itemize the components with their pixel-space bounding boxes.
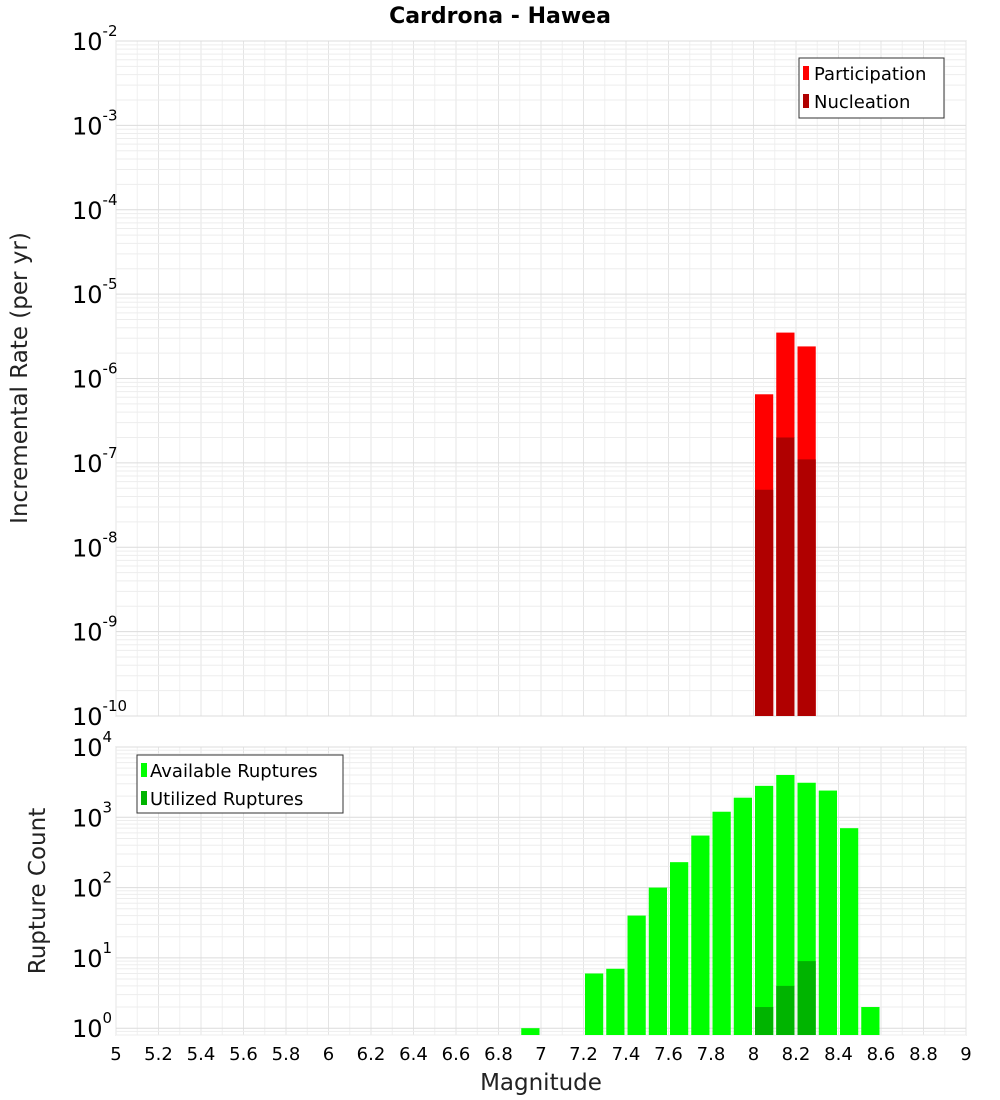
top-y-tick-labels: 10-10 10-9 10-8 10-7 10-6 10-5 10-4 10-3 10-2: [72, 22, 127, 731]
x-tick-label: 6: [323, 1044, 334, 1065]
x-tick-label: 6.6: [442, 1044, 471, 1065]
y-tick-label: 104: [72, 728, 112, 762]
bar-available-ruptures: [776, 774, 795, 1035]
x-tick-label: 5.4: [187, 1044, 216, 1065]
legend-swatch-utilized: [141, 791, 147, 805]
legend-label-nucleation: Nucleation: [814, 92, 910, 113]
x-tick-label: 6.2: [357, 1044, 386, 1065]
x-tick-label: 5: [110, 1044, 121, 1065]
legend-label-participation: Participation: [814, 64, 926, 85]
top-legend: Participation Nucleation: [798, 57, 945, 119]
x-tick-label: 7.6: [654, 1044, 683, 1065]
x-tick-label: 5.6: [229, 1044, 258, 1065]
top-y-axis-label: Incremental Rate (per yr): [7, 232, 33, 524]
bottom-legend-box: [136, 754, 344, 814]
x-tick-label: 5.2: [144, 1044, 173, 1065]
bottom-legend: Available Ruptures Utilized Ruptures: [136, 754, 344, 814]
legend-swatch-nucleation: [803, 94, 809, 108]
participation-rate-panel: 10-10 10-9 10-8 10-7 10-6 10-5 10-4 10-3 10-2 In…: [7, 22, 967, 731]
x-tick-label: 7.8: [697, 1044, 726, 1065]
bar-available-ruptures: [606, 968, 625, 1035]
x-tick-label: 7.2: [569, 1044, 598, 1065]
y-tick-label: 10-6: [72, 360, 118, 394]
x-tick-label: 8.8: [909, 1044, 938, 1065]
bar-available-ruptures: [755, 785, 774, 1035]
y-tick-label: 10-8: [72, 528, 118, 562]
y-tick-label: 10-3: [72, 106, 118, 140]
y-tick-label: 10-2: [72, 22, 118, 56]
x-tick-label: 7: [535, 1044, 546, 1065]
bar-available-ruptures: [840, 828, 859, 1035]
legend-label-available-ruptures: Available Ruptures: [150, 761, 318, 782]
bar-available-ruptures: [712, 811, 731, 1035]
x-tick-label: 8.2: [782, 1044, 811, 1065]
y-tick-label: 100: [72, 1009, 112, 1043]
x-tick-label: 8: [748, 1044, 759, 1065]
y-tick-label: 103: [72, 798, 112, 832]
y-tick-label: 10-4: [72, 191, 118, 225]
bar-available-ruptures: [861, 1007, 880, 1035]
x-tick-label: 9: [960, 1044, 971, 1065]
y-tick-label: 10-9: [72, 613, 118, 647]
top-gridlines: [115, 40, 967, 717]
y-tick-label: 10-10: [72, 697, 127, 731]
bar-available-ruptures: [521, 1028, 540, 1035]
chart-title: Cardrona - Hawea: [389, 4, 611, 29]
y-tick-label: 10-5: [72, 275, 118, 309]
y-tick-label: 10-7: [72, 444, 118, 478]
y-tick-label: 102: [72, 869, 112, 903]
bar-available-ruptures: [818, 790, 837, 1035]
x-tick-label: 8.6: [867, 1044, 896, 1065]
top-bars: [755, 332, 816, 716]
bar-nucleation: [755, 489, 774, 716]
x-tick-label: 5.8: [272, 1044, 301, 1065]
legend-label-utilized-ruptures: Utilized Ruptures: [150, 789, 303, 810]
bar-utilized-ruptures: [755, 1007, 774, 1035]
x-tick-label: 8.4: [824, 1044, 853, 1065]
x-tick-label: 6.4: [399, 1044, 428, 1065]
bottom-y-axis-label: Rupture Count: [25, 808, 51, 974]
legend-swatch-participation: [803, 66, 809, 80]
bar-available-ruptures: [585, 973, 604, 1035]
bar-available-ruptures: [627, 915, 646, 1035]
top-legend-box: [798, 57, 945, 119]
bar-utilized-ruptures: [776, 985, 795, 1035]
x-tick-label: 6.8: [484, 1044, 513, 1065]
bar-available-ruptures: [648, 887, 667, 1035]
x-tick-labels: 5 5.2 5.4 5.6 5.8 6 6.2 6.4 6.6 6.8 7 7.2 7.4 7.6 7.8 8…: [110, 1044, 971, 1065]
legend-swatch-available: [141, 763, 147, 777]
bar-nucleation: [776, 437, 795, 716]
bottom-y-tick-labels: 100 101 102 103 104: [72, 728, 112, 1043]
bar-utilized-ruptures: [797, 961, 816, 1035]
bar-available-ruptures: [733, 797, 752, 1035]
x-tick-label: 7.4: [612, 1044, 641, 1065]
rupture-count-panel: 100 101 102 103 104 5 5.2 5.4 5.6 5.8 6 6.2 6.4 6.6 6…: [25, 728, 972, 1096]
bar-available-ruptures: [670, 862, 689, 1035]
x-axis-label: Magnitude: [480, 1070, 602, 1096]
y-tick-label: 101: [72, 939, 112, 973]
bar-nucleation: [797, 459, 816, 716]
bottom-bars: [521, 774, 880, 1035]
bar-available-ruptures: [691, 835, 710, 1035]
